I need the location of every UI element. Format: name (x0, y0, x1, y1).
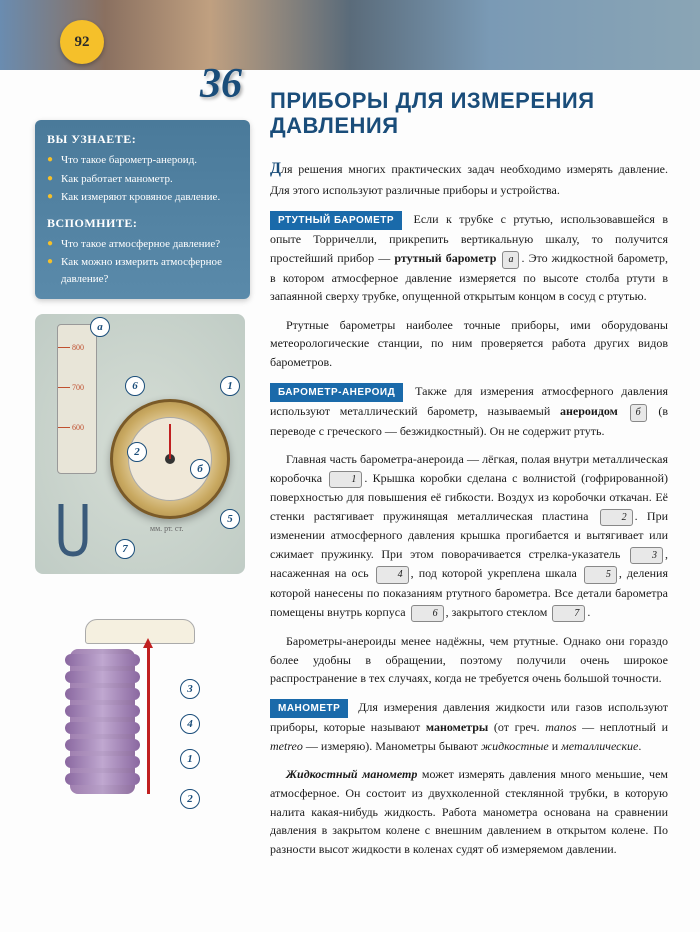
content-area: ПРИБОРЫ ДЛЯ ИЗМЕРЕНИЯ ДАВЛЕНИЯ Для решен… (260, 70, 700, 888)
callout-b: б (190, 459, 210, 479)
callout-1: 1 (180, 749, 200, 769)
text: . (638, 739, 641, 753)
section-manometer-1: МАНОМЕТР Для измерения давления жидкости… (270, 698, 668, 756)
section-tag-manometer: МАНОМЕТР (270, 699, 348, 719)
header-banner: 92 (0, 0, 700, 70)
emphasis: жидкостные (481, 739, 549, 753)
recall-heading: ВСПОМНИТЕ: (47, 214, 238, 232)
chapter-title: ПРИБОРЫ ДЛЯ ИЗМЕРЕНИЯ ДАВЛЕНИЯ (270, 88, 668, 139)
greek-term: metreo (270, 739, 303, 753)
list-item: Что такое атмосферное давление? (47, 236, 238, 253)
rod-icon (147, 644, 150, 794)
list-item: Что такое барометр-анероид. (47, 152, 238, 169)
section-aneroid-3: Барометры-анероиды менее надёжны, чем рт… (270, 632, 668, 688)
inline-label-3: 3 (630, 547, 663, 565)
inline-label-5: 5 (584, 566, 617, 584)
callout-1: 1 (220, 376, 240, 396)
page-number-badge: 92 (60, 20, 104, 64)
text: (от греч. (488, 720, 545, 734)
callout-3: 3 (180, 679, 200, 699)
term: анероидом (560, 404, 618, 418)
scale-caption: мм. рт. ст. (150, 524, 183, 533)
chapter-number: 36 (200, 60, 242, 108)
main-layout: 3 6 ВЫ УЗНАЕТЕ: Что такое барометр-анерои… (0, 70, 700, 888)
arrow-icon (143, 638, 153, 648)
list-item: Как работает манометр. (47, 171, 238, 188)
info-box: ВЫ УЗНАЕТЕ: Что такое барометр-анероид. … (35, 120, 250, 299)
inline-label-4: 4 (376, 566, 409, 584)
needle-icon (169, 424, 171, 459)
callout-6: 6 (125, 376, 145, 396)
inline-label-2: 2 (600, 509, 633, 527)
intro-paragraph: Для решения многих практических задач не… (270, 157, 668, 200)
u-tube-icon (53, 499, 93, 559)
bellows-icon (70, 649, 135, 794)
term: манометры (426, 720, 488, 734)
diagram-manometer: 3 4 1 2 (35, 594, 245, 824)
callout-a: а (90, 317, 110, 337)
diagram-area: 800 700 600 а 6 1 (35, 314, 250, 824)
greek-term: manos (545, 720, 576, 734)
list-item: Как можно измерить атмосферное давление? (47, 254, 238, 287)
term: ртутный барометр (394, 251, 496, 265)
page: 92 36 ВЫ УЗНАЕТЕ: Что такое барометр-ане… (0, 0, 700, 932)
sidebar: 3 6 ВЫ УЗНАЕТЕ: Что такое барометр-анерои… (0, 70, 260, 888)
list-item: Как измеряют кровяное давление. (47, 189, 238, 206)
drop-cap: Д (270, 160, 281, 177)
callout-4: 4 (180, 714, 200, 734)
text: и (549, 739, 561, 753)
callout-5: 5 (220, 509, 240, 529)
section-manometer-2: Жидкостный манометр может измерять давле… (270, 765, 668, 858)
scale-tick: 800 (72, 343, 84, 352)
callout-2: 2 (127, 442, 147, 462)
section-aneroid-1: БАРОМЕТР-АНЕРОИД Также для измерения атм… (270, 382, 668, 441)
emphasis: металлические (561, 739, 638, 753)
recall-list: Что такое атмосферное давление? Как можн… (47, 236, 238, 288)
text: , закрытого стеклом (446, 605, 551, 619)
callout-7: 7 (115, 539, 135, 559)
term: Жидкостный манометр (286, 767, 417, 781)
diagram-barometer: 800 700 600 а 6 1 (35, 314, 245, 574)
inline-label-a: а (502, 251, 519, 269)
inline-label-1: 1 (329, 471, 362, 489)
inline-label-6: 6 (411, 605, 444, 623)
intro-text: ля решения многих практических задач нео… (270, 162, 668, 198)
section-mercury-1: РТУТНЫЙ БАРОМЕТР Если к трубке с ртутью,… (270, 210, 668, 306)
scale-tick: 600 (72, 423, 84, 432)
section-mercury-2: Ртутные барометры наиболее точные прибор… (270, 316, 668, 372)
inline-label-b: б (630, 404, 647, 422)
inline-label-7: 7 (552, 605, 585, 623)
learn-heading: ВЫ УЗНАЕТЕ: (47, 130, 238, 148)
text: , под которой укреплена шкала (411, 566, 582, 580)
text: — измеряю). Манометры бывают (303, 739, 481, 753)
text: — неплотный и (577, 720, 668, 734)
manometer-scale-icon (85, 619, 195, 644)
mercury-thermometer-icon: 800 700 600 (57, 324, 97, 474)
callout-2: 2 (180, 789, 200, 809)
section-aneroid-2: Главная часть барометра-анероида — лёгка… (270, 450, 668, 622)
text: . (587, 605, 590, 619)
scale-tick: 700 (72, 383, 84, 392)
section-tag-mercury: РТУТНЫЙ БАРОМЕТР (270, 211, 402, 231)
aneroid-barometer-icon (110, 399, 230, 519)
section-tag-aneroid: БАРОМЕТР-АНЕРОИД (270, 383, 403, 403)
learn-list: Что такое барометр-анероид. Как работает… (47, 152, 238, 206)
